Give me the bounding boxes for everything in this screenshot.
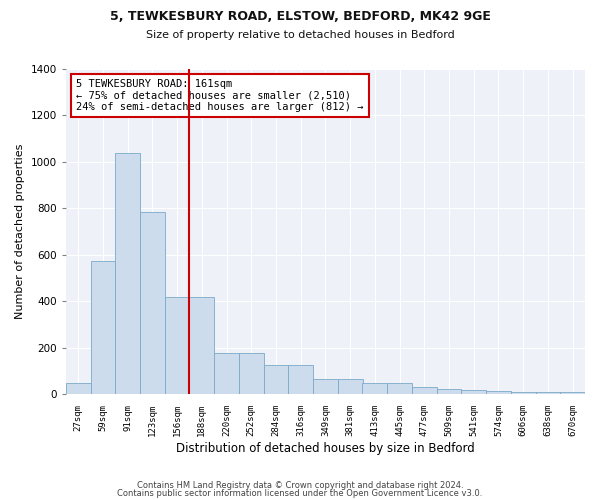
- Bar: [412, 388, 437, 394]
- Bar: [165, 297, 190, 394]
- Bar: [91, 261, 115, 394]
- Bar: [190, 297, 214, 394]
- Text: Contains public sector information licensed under the Open Government Licence v3: Contains public sector information licen…: [118, 488, 482, 498]
- Y-axis label: Number of detached properties: Number of detached properties: [15, 144, 25, 320]
- Bar: [239, 352, 263, 395]
- X-axis label: Distribution of detached houses by size in Bedford: Distribution of detached houses by size …: [176, 442, 475, 455]
- Bar: [461, 390, 486, 394]
- Text: 5 TEWKESBURY ROAD: 161sqm
← 75% of detached houses are smaller (2,510)
24% of se: 5 TEWKESBURY ROAD: 161sqm ← 75% of detac…: [76, 79, 364, 112]
- Bar: [486, 391, 511, 394]
- Bar: [214, 352, 239, 395]
- Bar: [387, 383, 412, 394]
- Bar: [338, 380, 362, 394]
- Bar: [536, 392, 560, 394]
- Bar: [313, 380, 338, 394]
- Text: Contains HM Land Registry data © Crown copyright and database right 2024.: Contains HM Land Registry data © Crown c…: [137, 481, 463, 490]
- Bar: [511, 392, 536, 394]
- Bar: [437, 388, 461, 394]
- Text: 5, TEWKESBURY ROAD, ELSTOW, BEDFORD, MK42 9GE: 5, TEWKESBURY ROAD, ELSTOW, BEDFORD, MK4…: [110, 10, 490, 23]
- Bar: [289, 366, 313, 394]
- Bar: [560, 392, 585, 394]
- Bar: [263, 366, 289, 394]
- Bar: [362, 383, 387, 394]
- Bar: [66, 383, 91, 394]
- Bar: [140, 212, 165, 394]
- Text: Size of property relative to detached houses in Bedford: Size of property relative to detached ho…: [146, 30, 454, 40]
- Bar: [115, 152, 140, 394]
